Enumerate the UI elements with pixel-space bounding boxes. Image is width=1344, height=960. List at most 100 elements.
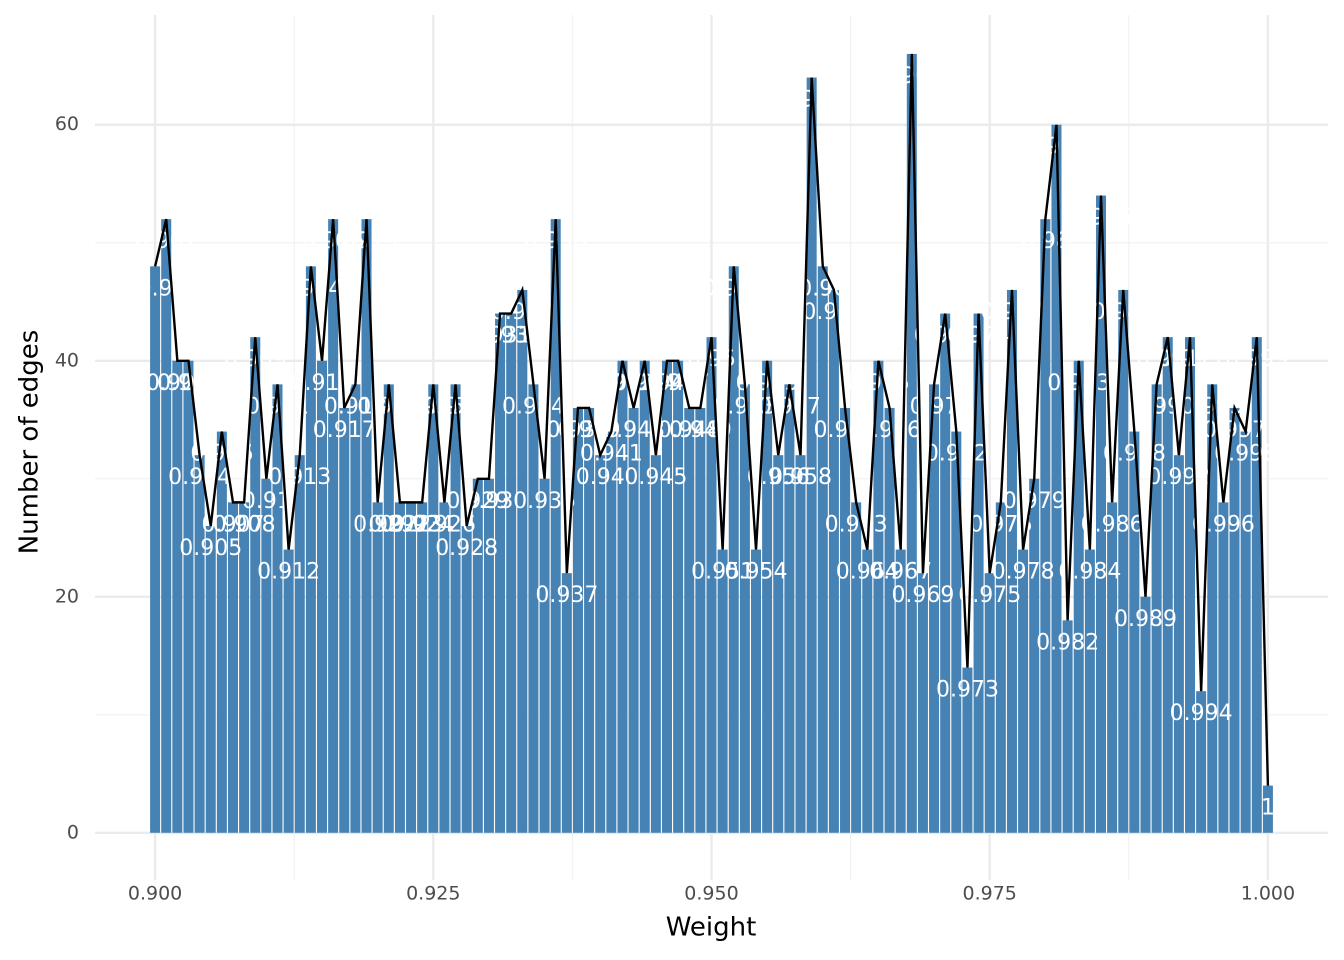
bar <box>150 266 161 833</box>
bar-label: 0.949 <box>669 418 732 443</box>
bar-label: 0.929 <box>446 489 509 514</box>
bar-label: 0.973 <box>936 678 999 703</box>
bar <box>261 478 272 833</box>
bar <box>806 77 817 833</box>
bar-label: 0.928 <box>435 536 498 561</box>
bar <box>1207 384 1218 833</box>
bar-label: 0.947 <box>647 371 710 396</box>
bar-label: 0.921 <box>357 394 420 419</box>
y-tick-label: 0 <box>67 821 79 843</box>
trend-line <box>153 53 1270 786</box>
bar <box>439 502 450 833</box>
bar <box>1073 360 1084 833</box>
bar-label: 0.937 <box>535 583 598 608</box>
bar-label: 0.939 <box>558 418 621 443</box>
bar <box>1151 384 1162 833</box>
y-axis-title: Number of edges <box>15 330 45 555</box>
bar-label: 0.934 <box>502 394 565 419</box>
bar-label: 0.9 <box>138 276 173 301</box>
bar-label: 0.94 <box>576 465 625 490</box>
bar-label: 1 <box>1261 796 1275 821</box>
bar <box>1173 455 1184 833</box>
bar <box>572 407 583 833</box>
bar <box>483 478 494 833</box>
bar <box>1084 549 1095 833</box>
bar <box>717 549 728 833</box>
bar-label: 0.994 <box>1170 701 1233 726</box>
bar <box>862 549 873 833</box>
bar <box>1185 337 1196 833</box>
bar-label: 0.969 <box>891 583 954 608</box>
bar <box>1218 502 1229 833</box>
y-tick-label: 20 <box>55 585 79 607</box>
bar <box>417 502 428 833</box>
bar <box>205 525 216 833</box>
bar <box>584 407 595 833</box>
x-tick-label: 0.900 <box>128 883 182 905</box>
bar-label: 0.903 <box>157 371 220 396</box>
bar <box>828 289 839 833</box>
bar <box>1040 219 1051 833</box>
bar <box>1162 337 1173 833</box>
bars <box>150 53 1273 833</box>
bar <box>495 313 506 833</box>
bar <box>1051 124 1062 833</box>
bar <box>617 360 628 833</box>
bar <box>561 573 572 833</box>
bar <box>773 455 784 833</box>
bar-label: 0.918 <box>324 394 387 419</box>
bar <box>684 407 695 833</box>
bar <box>1029 478 1040 833</box>
bar <box>528 384 539 833</box>
bar <box>639 360 650 833</box>
bar <box>851 502 862 833</box>
bar-label: 0.992 <box>1147 465 1210 490</box>
bar <box>1018 549 1029 833</box>
bar <box>194 455 205 833</box>
bar-label: 0.971 <box>914 324 977 349</box>
bar-label: 0.958 <box>769 465 832 490</box>
bar <box>873 360 884 833</box>
bar-label: 0.91 <box>242 489 291 514</box>
bar <box>372 502 383 833</box>
bar <box>762 360 773 833</box>
bar <box>695 407 706 833</box>
bar <box>817 266 828 833</box>
bar <box>1118 289 1129 833</box>
bar <box>906 53 917 833</box>
bar-label: 0.912 <box>257 560 320 585</box>
bar <box>216 431 227 833</box>
bar-label: 0.963 <box>825 512 888 537</box>
bar <box>1262 785 1273 833</box>
bar-label: 0.92 <box>353 512 402 537</box>
bar <box>1006 289 1017 833</box>
bar <box>650 455 661 833</box>
bar <box>940 313 951 833</box>
bar <box>472 478 483 833</box>
x-tick-label: 0.925 <box>406 883 460 905</box>
bar <box>929 384 940 833</box>
bar <box>350 384 361 833</box>
bar <box>294 455 305 833</box>
bar <box>461 525 472 833</box>
bar <box>673 360 684 833</box>
bar <box>784 384 795 833</box>
bar-label: 0.941 <box>580 442 643 467</box>
bar-label: 0.996 <box>1192 512 1255 537</box>
bar-label: 0.908 <box>213 512 276 537</box>
bar <box>250 337 261 833</box>
bar <box>539 478 550 833</box>
bar-label: 0.932 <box>480 324 543 349</box>
bar <box>917 573 928 833</box>
bar <box>550 219 561 833</box>
bar-label: 0.964 <box>836 560 899 585</box>
x-tick-label: 0.950 <box>684 883 738 905</box>
bar <box>1196 691 1207 833</box>
bar <box>962 667 973 833</box>
bar <box>1140 596 1151 833</box>
y-tick-label: 60 <box>55 113 79 135</box>
bar <box>1062 620 1073 833</box>
bar <box>406 502 417 833</box>
ticks: 0 20 40 60 0.900 0.925 0.950 0.975 1.000 <box>55 113 1295 904</box>
bar <box>1240 431 1251 833</box>
